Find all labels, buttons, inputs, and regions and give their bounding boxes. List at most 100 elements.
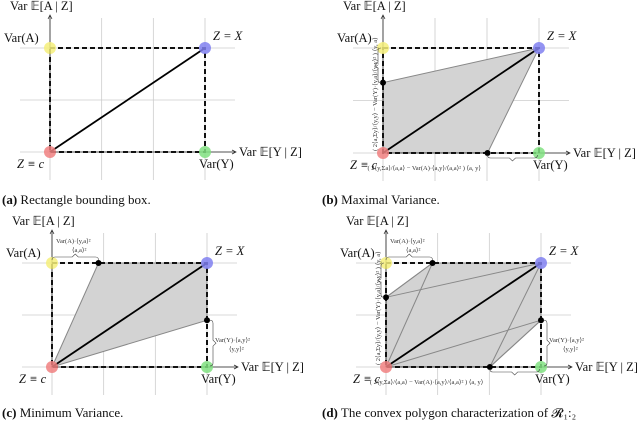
boundary-line — [385, 262, 542, 298]
diagonal-line — [49, 47, 206, 153]
extreme-point — [484, 150, 491, 156]
panel-b: Var 𝔼[A | Z] Var 𝔼[Y | Z] Var(A) Var(Y) Z = … — [337, 0, 636, 181]
caption-tag: (c) — [2, 405, 17, 420]
var-y-label: Var(Y) — [533, 158, 568, 172]
brace-icon — [51, 253, 99, 261]
x-axis-label: Var 𝔼[Y | Z] — [573, 146, 636, 160]
origin-marker — [377, 147, 389, 159]
panel-a: Var 𝔼[A | Z] Var 𝔼[Y | Z] Var(A) Var(Y) Z = … — [4, 0, 302, 180]
var-a-label: Var(A) — [4, 31, 39, 45]
var-y-label: Var(Y) — [535, 372, 570, 386]
bottom-offset-formula: ( 2⟨y,Σa⟩/⟨a,a⟩ − Var(A)·⟨a,y⟩/⟨a,a⟩² ) … — [370, 378, 484, 386]
z-equals-x-marker — [533, 42, 545, 54]
origin-marker — [46, 361, 58, 373]
z-constant-label: Z ≡ c — [17, 157, 45, 171]
right-offset-numerator: Var(Y)·⟨a,y⟩² — [215, 336, 250, 344]
extreme-point — [383, 294, 389, 301]
bounding-box — [49, 47, 206, 153]
diagonal-line — [385, 262, 542, 368]
right-offset-denominator: ⟨y,y⟩² — [563, 345, 578, 353]
caption-text: Maximal Variance. — [337, 192, 440, 207]
z-equals-x-label: Z = X — [549, 244, 580, 258]
caption-tag: (d) — [322, 405, 338, 420]
top-offset-denominator: ⟨a,a⟩² — [406, 246, 420, 254]
top-offset-denominator: ⟨a,a⟩² — [72, 246, 86, 254]
arrow-icon — [380, 14, 386, 20]
y-axis-label: Var 𝔼[A | Z] — [346, 214, 409, 228]
z-equals-x-label: Z = X — [213, 29, 244, 43]
extreme-point — [429, 260, 436, 266]
caption-text: The convex polygon characterization of 𝓡… — [337, 405, 577, 420]
boundary-line — [385, 319, 542, 368]
bounding-box — [51, 262, 208, 368]
top-offset-numerator: Var(A)·⟨y,a⟩² — [390, 237, 425, 245]
caption-d: (d) The convex polygon characterization … — [322, 405, 576, 421]
panel-d: Var 𝔼[A | Z] Var 𝔼[Y | Z] Var(A) Var(Y) Z = … — [340, 214, 638, 395]
var-y-marker — [199, 146, 211, 158]
boundary-line — [385, 262, 433, 368]
right-offset-numerator: Var(Y)·⟨a,y⟩² — [549, 336, 584, 344]
arrow-icon — [565, 150, 571, 156]
bottom-offset-formula: ( 2⟨y,Σa⟩/⟨a,a⟩ − Var(A)·⟨a,y⟩/⟨a,a⟩² ) … — [368, 164, 482, 172]
origin-marker — [44, 146, 56, 158]
left-offset-formula: ( 2⟨a,Σy⟩/⟨y,y⟩ − Var(Y)·⟨y,a⟩/⟨y,y⟩² ) … — [374, 251, 382, 365]
var-a-label: Var(A) — [340, 246, 375, 260]
y-axis-label: Var 𝔼[A | Z] — [12, 214, 75, 228]
var-a-marker — [377, 42, 389, 54]
bounding-box — [382, 47, 540, 154]
origin-marker — [380, 361, 392, 373]
var-y-label: Var(Y) — [201, 372, 236, 386]
z-constant-label: Z ≡ c — [353, 372, 381, 386]
caption-tag: (b) — [322, 192, 338, 207]
brace-icon — [487, 154, 538, 162]
var-a-marker — [46, 257, 58, 269]
caption-a: (a) Rectangle bounding box. — [2, 192, 151, 208]
arrow-icon — [231, 149, 237, 155]
var-y-marker — [535, 361, 547, 373]
arrow-icon — [49, 229, 55, 235]
z-constant-label: Z ≡ c — [350, 158, 378, 172]
caption-b: (b) Maximal Variance. — [322, 192, 440, 208]
extreme-point — [380, 79, 386, 86]
caption-text: Minimum Variance. — [16, 405, 124, 420]
boundary-line — [489, 262, 542, 368]
caption-c: (c) Minimum Variance. — [2, 405, 123, 421]
brace-icon — [543, 319, 551, 367]
x-axis-label: Var 𝔼[Y | Z] — [241, 360, 304, 374]
z-equals-x-label: Z = X — [215, 244, 246, 258]
top-offset-numerator: Var(A)·⟨y,a⟩² — [56, 237, 91, 245]
extreme-point — [95, 260, 102, 266]
z-equals-x-marker — [201, 257, 213, 269]
brace-icon — [209, 319, 217, 367]
var-a-marker — [44, 42, 56, 54]
z-constant-label: Z ≡ c — [19, 372, 47, 386]
x-axis-label: Var 𝔼[Y | Z] — [575, 360, 638, 374]
z-equals-x-marker — [535, 257, 547, 269]
brace-icon — [489, 368, 540, 376]
boundary-line — [385, 262, 433, 298]
caption-text: Rectangle bounding box. — [17, 192, 151, 207]
extreme-point — [538, 317, 544, 324]
arrow-icon — [567, 364, 573, 370]
right-offset-denominator: ⟨y,y⟩² — [229, 345, 244, 353]
panel-c: Var 𝔼[A | Z] Var 𝔼[Y | Z] Var(A) Var(Y) Z = … — [6, 214, 304, 395]
extreme-point — [486, 364, 493, 370]
y-axis-label: Var 𝔼[A | Z] — [10, 0, 73, 13]
x-axis-label: Var 𝔼[Y | Z] — [239, 145, 302, 159]
brace-icon — [374, 47, 382, 83]
var-y-label: Var(Y) — [199, 157, 234, 171]
brace-icon — [385, 253, 433, 261]
var-a-label: Var(A) — [6, 246, 41, 260]
extreme-point — [204, 317, 210, 324]
diagonal-line — [382, 47, 540, 154]
z-equals-x-label: Z = X — [547, 29, 578, 43]
bounding-box — [385, 262, 542, 368]
brace-icon — [377, 262, 385, 298]
arrow-icon — [47, 14, 53, 20]
left-offset-formula: ( 2⟨a,Σy⟩/⟨y,y⟩ − Var(Y)·⟨y,a⟩/⟨y,y⟩² ) … — [371, 37, 379, 151]
diagonal-line — [51, 262, 208, 368]
arrow-icon — [383, 229, 389, 235]
y-axis-label: Var 𝔼[A | Z] — [343, 0, 406, 13]
boundary-line — [489, 319, 542, 368]
